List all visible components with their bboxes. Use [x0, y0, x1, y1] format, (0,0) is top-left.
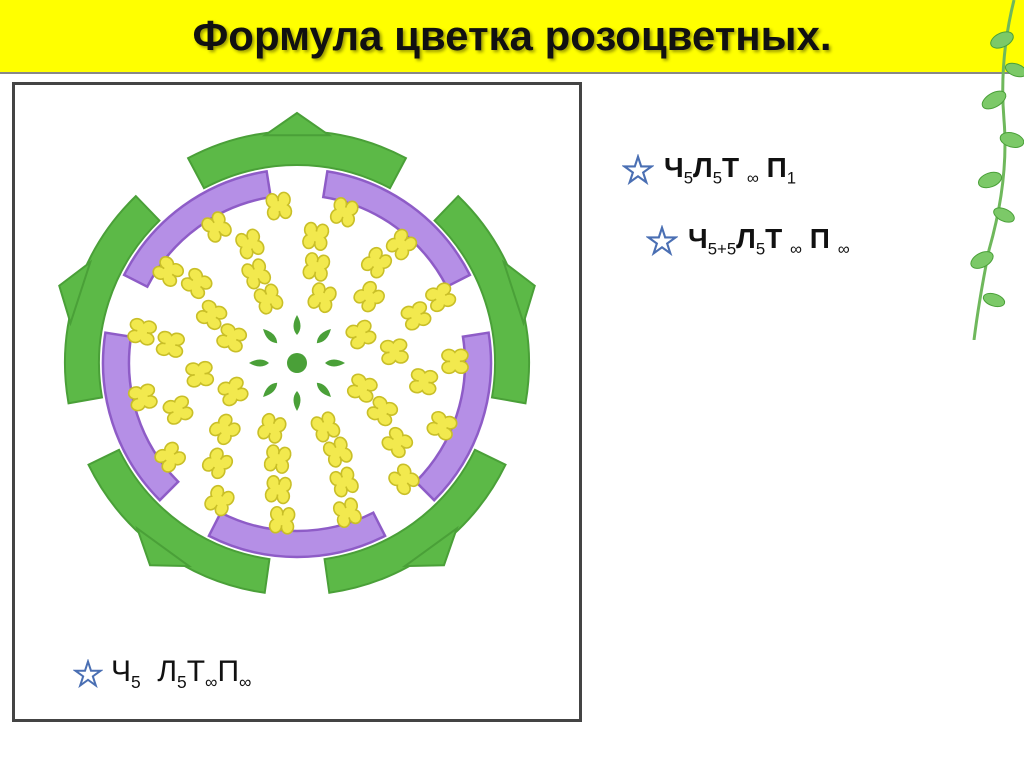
page-title: Формула цветка розоцветных. [24, 12, 1000, 60]
diagram-caption: Ч5 Л5Т∞П∞ [73, 655, 251, 693]
floral-diagram [37, 103, 557, 623]
caption-text: Ч5 Л5Т∞П∞ [111, 655, 251, 693]
star-icon [73, 659, 103, 689]
content-area: Ч5 Л5Т∞П∞ Ч5Л5Т ∞ П1 Ч5+5Л5Т ∞ П ∞ [0, 74, 1024, 761]
star-icon [646, 225, 678, 257]
title-bar: Формула цветка розоцветных. [0, 0, 1024, 74]
formula-list: Ч5Л5Т ∞ П1 Ч5+5Л5Т ∞ П ∞ [622, 152, 850, 753]
diagram-box: Ч5 Л5Т∞П∞ [12, 82, 582, 722]
formula-1-text: Ч5Л5Т ∞ П1 [664, 152, 796, 189]
star-icon [622, 154, 654, 186]
formula-2-text: Ч5+5Л5Т ∞ П ∞ [688, 223, 850, 260]
formula-row-2: Ч5+5Л5Т ∞ П ∞ [646, 223, 850, 260]
formula-row-1: Ч5Л5Т ∞ П1 [622, 152, 850, 189]
